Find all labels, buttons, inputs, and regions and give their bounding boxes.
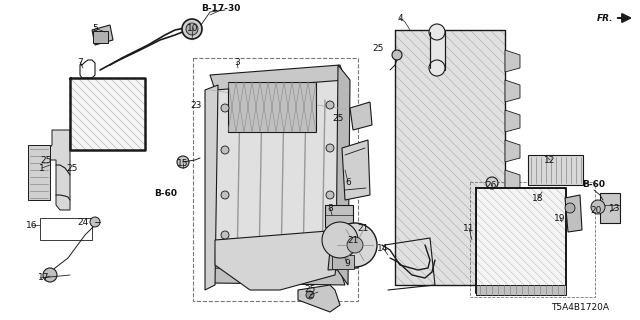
Text: 5: 5 xyxy=(92,23,98,33)
Text: 23: 23 xyxy=(190,100,202,109)
Text: 25: 25 xyxy=(304,285,316,294)
Text: 15: 15 xyxy=(177,158,189,167)
Polygon shape xyxy=(505,170,520,192)
Polygon shape xyxy=(505,80,520,102)
Polygon shape xyxy=(40,130,70,210)
Polygon shape xyxy=(505,140,520,162)
Text: 4: 4 xyxy=(397,13,403,22)
Text: 20: 20 xyxy=(590,205,602,214)
Polygon shape xyxy=(298,285,340,312)
Circle shape xyxy=(326,144,334,152)
Text: 14: 14 xyxy=(378,244,388,252)
Polygon shape xyxy=(505,50,520,72)
Text: 6: 6 xyxy=(345,178,351,187)
Circle shape xyxy=(221,146,229,154)
Polygon shape xyxy=(215,230,340,290)
Text: 2: 2 xyxy=(307,291,313,300)
Circle shape xyxy=(333,223,377,267)
Text: 25: 25 xyxy=(67,164,77,172)
Polygon shape xyxy=(336,65,350,285)
Circle shape xyxy=(306,291,314,299)
Polygon shape xyxy=(210,65,345,90)
Circle shape xyxy=(486,177,498,189)
Text: B-17-30: B-17-30 xyxy=(202,4,241,12)
Polygon shape xyxy=(505,110,520,132)
Polygon shape xyxy=(210,65,340,285)
Circle shape xyxy=(221,191,229,199)
Circle shape xyxy=(326,191,334,199)
Circle shape xyxy=(186,23,198,35)
Bar xyxy=(193,58,358,301)
Bar xyxy=(528,155,583,185)
Circle shape xyxy=(347,237,363,253)
Bar xyxy=(228,82,316,132)
Text: B-60: B-60 xyxy=(154,188,177,197)
Bar xyxy=(332,255,354,269)
Text: 10: 10 xyxy=(188,23,199,33)
Text: 25: 25 xyxy=(40,156,52,164)
Circle shape xyxy=(326,228,334,236)
Bar xyxy=(476,285,566,295)
Circle shape xyxy=(565,203,575,213)
Polygon shape xyxy=(205,85,218,290)
Circle shape xyxy=(429,24,445,40)
Circle shape xyxy=(90,217,100,227)
Text: 13: 13 xyxy=(609,204,621,212)
Bar xyxy=(325,205,353,227)
Polygon shape xyxy=(476,188,566,293)
Polygon shape xyxy=(395,30,505,285)
Circle shape xyxy=(177,156,189,168)
Bar xyxy=(470,182,595,297)
Polygon shape xyxy=(328,248,360,270)
Text: 8: 8 xyxy=(327,204,333,212)
Text: 25: 25 xyxy=(372,44,384,52)
Polygon shape xyxy=(342,140,370,200)
Text: 17: 17 xyxy=(38,274,50,283)
Circle shape xyxy=(182,19,202,39)
Text: 3: 3 xyxy=(234,58,240,67)
Text: 11: 11 xyxy=(463,223,475,233)
Circle shape xyxy=(392,50,402,60)
Text: 16: 16 xyxy=(26,220,38,229)
Text: 19: 19 xyxy=(554,213,566,222)
Polygon shape xyxy=(70,78,145,150)
Bar xyxy=(40,218,92,240)
Polygon shape xyxy=(505,260,520,282)
Polygon shape xyxy=(505,230,520,252)
Text: FR.: FR. xyxy=(596,13,613,22)
Circle shape xyxy=(322,222,358,258)
Text: 26: 26 xyxy=(485,180,497,189)
Bar xyxy=(93,31,108,43)
Text: 7: 7 xyxy=(77,58,83,67)
Text: 12: 12 xyxy=(544,156,556,164)
Text: 18: 18 xyxy=(532,194,544,203)
Text: 1: 1 xyxy=(39,164,45,172)
Circle shape xyxy=(591,200,605,214)
Circle shape xyxy=(429,60,445,76)
Polygon shape xyxy=(565,195,582,232)
Text: 9: 9 xyxy=(344,259,350,268)
Text: T5A4B1720A: T5A4B1720A xyxy=(551,302,609,311)
Polygon shape xyxy=(430,30,445,70)
Circle shape xyxy=(326,101,334,109)
Text: 21: 21 xyxy=(357,223,369,233)
Polygon shape xyxy=(210,268,345,285)
Circle shape xyxy=(221,231,229,239)
Text: B-60: B-60 xyxy=(582,180,605,188)
Polygon shape xyxy=(92,25,113,45)
Circle shape xyxy=(43,268,57,282)
Bar xyxy=(600,193,620,223)
Text: 21: 21 xyxy=(348,236,358,244)
Polygon shape xyxy=(505,200,520,222)
Text: 24: 24 xyxy=(77,218,88,227)
Bar xyxy=(28,145,50,200)
Text: 25: 25 xyxy=(332,114,344,123)
Polygon shape xyxy=(350,102,372,130)
Circle shape xyxy=(221,104,229,112)
